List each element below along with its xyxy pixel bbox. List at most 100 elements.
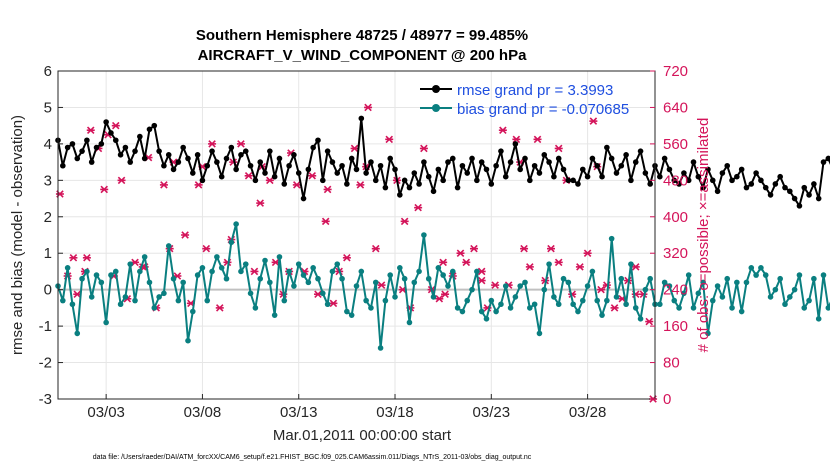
rmse-point (806, 192, 812, 198)
bias-point (498, 301, 504, 308)
obs-count-point (583, 249, 592, 257)
obs-count-point (100, 185, 109, 194)
rmse-point (262, 170, 268, 176)
rmse-point (406, 184, 413, 191)
rmse-point (300, 195, 307, 202)
obs-count-point (435, 295, 444, 303)
rmse-point (64, 144, 71, 151)
bias-point (604, 297, 610, 304)
rmse-point (623, 152, 629, 158)
obs-count-point (194, 181, 203, 189)
bias-point (628, 261, 634, 267)
rmse-point (69, 141, 76, 147)
bias-point (724, 275, 731, 282)
bias-point (734, 279, 740, 286)
rmse-point (199, 177, 206, 184)
bias-point (348, 312, 355, 318)
rmse-point (507, 159, 514, 165)
obs-count-point (491, 281, 500, 289)
rmse-point (459, 162, 466, 169)
rmse-point (122, 144, 129, 151)
rmse-point (657, 173, 663, 180)
bias-point (421, 232, 427, 238)
rmse-point (705, 166, 711, 173)
bias-point (353, 283, 360, 289)
obs-count-point (181, 231, 190, 239)
bias-line (57, 223, 830, 349)
bias-point (137, 268, 143, 275)
rmse-point (594, 162, 601, 169)
rmse-point (358, 115, 365, 122)
rmse-point (762, 184, 769, 191)
bias-point (440, 272, 446, 278)
bias-point (79, 275, 85, 282)
obs-count-point (441, 290, 450, 298)
bias-point (252, 305, 259, 311)
y-tick-label-left: 4 (44, 136, 52, 153)
rmse-point (541, 152, 548, 158)
bias-point (777, 275, 783, 282)
bias-point (69, 301, 76, 308)
bias-point (512, 294, 519, 300)
obs-count-point (159, 181, 168, 189)
bias-point (291, 283, 297, 289)
bias-point (782, 301, 788, 308)
bias-point (315, 275, 321, 282)
bias-point (127, 261, 134, 267)
bias-point (575, 308, 581, 315)
bias-point (257, 275, 264, 282)
rmse-point (151, 122, 158, 129)
obs-count-point (645, 317, 654, 326)
obs-count-point (385, 135, 394, 144)
rmse-point (156, 148, 162, 154)
y-tick-label-right: 560 (663, 136, 688, 153)
rmse-point (714, 188, 721, 195)
rmse-point (430, 188, 437, 195)
bias-point (546, 261, 552, 267)
bias-point (767, 294, 774, 300)
obs-count-point (117, 176, 126, 185)
bias-point (705, 330, 711, 337)
bias-point (825, 305, 830, 311)
rmse-point (132, 148, 138, 154)
rmse-point (811, 181, 817, 187)
bias-point (589, 268, 596, 275)
rmse-point (709, 177, 716, 184)
bias-point (536, 330, 543, 337)
rmse-point (777, 173, 783, 180)
rmse-point (146, 126, 153, 133)
rmse-point (372, 177, 379, 184)
bias-point (435, 265, 442, 271)
rmse-point (695, 173, 702, 180)
bias-point (796, 272, 803, 278)
obs-count-point (477, 276, 486, 285)
rmse-point (305, 166, 312, 173)
rmse-point (295, 170, 302, 176)
rmse-point (185, 155, 191, 162)
rmse-point (98, 141, 105, 147)
bias-point (811, 275, 817, 282)
bias-point (690, 305, 697, 311)
bias-point (469, 286, 475, 293)
rmse-point (637, 148, 644, 154)
rmse-point (103, 119, 109, 125)
obs-count-point (589, 117, 598, 125)
bias-point (84, 268, 90, 275)
bias-point (223, 275, 230, 282)
rmse-point (560, 166, 567, 173)
y-tick-label-right: 720 (663, 63, 688, 80)
bias-point (579, 297, 586, 304)
bias-point (132, 297, 138, 304)
bias-point (392, 294, 398, 300)
obs-count-point (329, 299, 338, 308)
bias-point (527, 305, 533, 311)
bias-point (401, 275, 408, 282)
bias-point (425, 275, 432, 282)
y-tick-label-right: 160 (663, 318, 688, 335)
rmse-point (218, 173, 225, 180)
rmse-point (127, 159, 134, 165)
rmse-point (531, 162, 538, 169)
bias-point (363, 297, 369, 304)
bias-point (507, 305, 514, 311)
rmse-point (493, 162, 499, 169)
